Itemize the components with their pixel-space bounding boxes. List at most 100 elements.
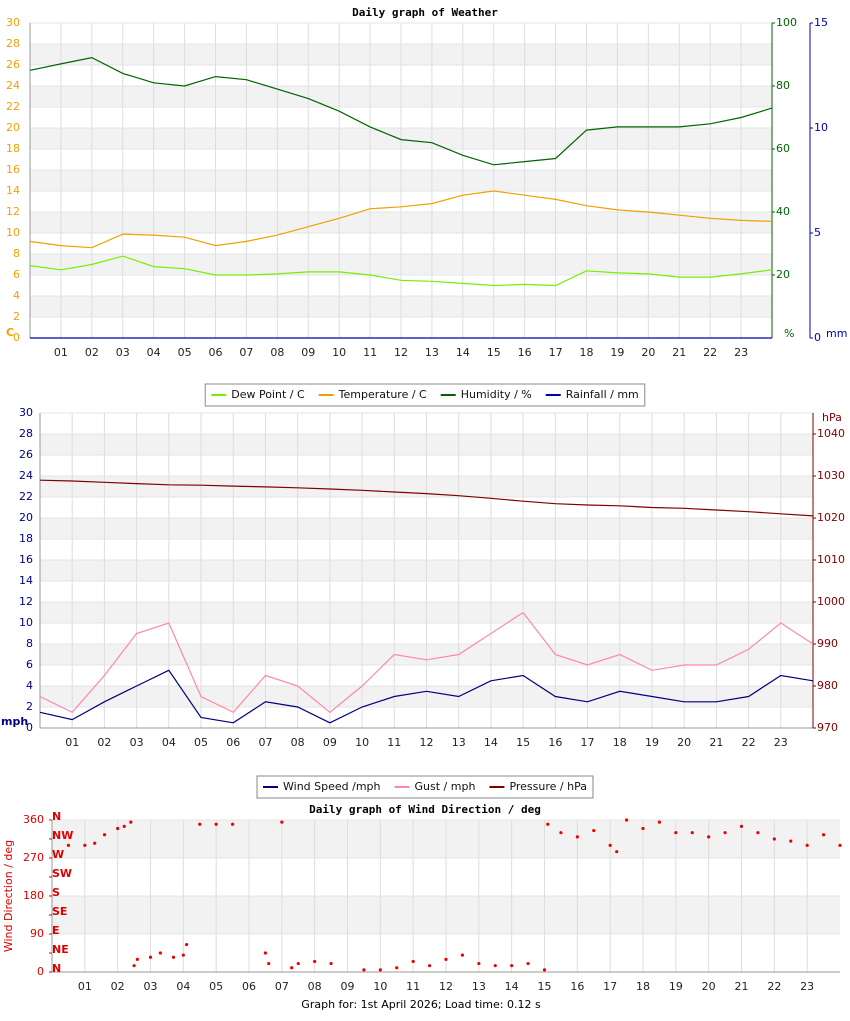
x-tick-label: 18 (580, 346, 594, 359)
legend-label: Temperature / C (338, 388, 427, 401)
x-tick-label: 22 (742, 736, 756, 749)
compass-label: N (52, 962, 61, 975)
point (756, 831, 760, 835)
y-tick-label: 0 (13, 331, 20, 344)
y-tick-label: 26 (6, 58, 20, 71)
point (181, 953, 185, 957)
point (772, 837, 776, 841)
x-tick-label: 21 (735, 980, 749, 993)
x-tick-label: 14 (456, 346, 470, 359)
legend-box (256, 775, 594, 799)
legend-label: Pressure / hPa (509, 780, 587, 793)
compass-label: SW (52, 867, 72, 880)
x-tick-label: 09 (341, 980, 355, 993)
point (690, 831, 694, 835)
point (723, 831, 727, 835)
point (526, 961, 530, 966)
y-tick-label: 270 (23, 851, 44, 864)
x-tick-label: 10 (373, 980, 387, 993)
point (267, 961, 271, 966)
x-tick-label: 13 (452, 736, 466, 749)
point (838, 843, 842, 847)
y-axis-label: mph (1, 715, 28, 728)
point (378, 968, 382, 972)
x-tick-label: 14 (505, 980, 519, 993)
y-tick-label: 0 (26, 721, 33, 734)
point (362, 968, 366, 972)
compass-label: S (52, 886, 60, 899)
y2-tick-label: 990 (817, 637, 838, 650)
series-line (29, 56, 773, 166)
point (290, 966, 294, 970)
y-tick-label: 26 (19, 448, 33, 461)
x-tick-label: 22 (703, 346, 717, 359)
legend-label: Rainfall / mm (566, 388, 639, 401)
point (198, 822, 202, 826)
x-tick-label: 13 (425, 346, 439, 359)
x-tick-label: 02 (85, 346, 99, 359)
point (427, 964, 432, 968)
x-tick-label: 15 (516, 736, 530, 749)
y2-tick-label: 970 (817, 721, 838, 734)
x-tick-label: 19 (610, 346, 624, 359)
y-tick-label: 18 (19, 532, 33, 545)
legend-label: Wind Speed /mph (283, 780, 381, 793)
y-tick-label: 0 (37, 965, 44, 978)
chart-title: Daily graph of Wind Direction / deg (309, 803, 541, 816)
point (158, 951, 162, 955)
point (116, 826, 120, 831)
point (641, 826, 645, 831)
x-tick-label: 15 (487, 346, 501, 359)
point (263, 951, 268, 955)
y2-tick-label: 1040 (817, 427, 845, 440)
y-tick-label: 22 (6, 100, 20, 113)
x-tick-label: 05 (194, 736, 208, 749)
x-tick-label: 09 (301, 346, 315, 359)
y2-tick-label: 1010 (817, 553, 845, 566)
point (542, 968, 547, 972)
y-tick-label: 180 (23, 889, 44, 902)
y-tick-label: 12 (6, 205, 20, 218)
y-tick-label: 28 (6, 37, 20, 50)
point (313, 959, 317, 964)
x-tick-label: 17 (603, 980, 617, 993)
y2-tick-label: 40 (776, 205, 790, 218)
point (83, 843, 87, 847)
x-tick-label: 16 (570, 980, 584, 993)
point (608, 843, 612, 847)
y-tick-label: 6 (26, 658, 33, 671)
x-tick-label: 07 (239, 346, 253, 359)
x-tick-label: 21 (672, 346, 686, 359)
point (296, 961, 300, 966)
series-line (39, 479, 814, 517)
x-tick-label: 06 (242, 980, 256, 993)
y2-axis-label: % (784, 327, 794, 340)
point (592, 828, 596, 833)
y2-tick-label: 100 (776, 16, 797, 29)
point (132, 964, 136, 968)
point (214, 822, 218, 826)
point (493, 964, 497, 968)
y3-tick-label: 0 (814, 331, 821, 344)
x-tick-label: 18 (636, 980, 650, 993)
y2-axis-label: hPa (822, 411, 842, 424)
x-tick-label: 03 (116, 346, 130, 359)
series-line (39, 669, 814, 724)
y3-tick-label: 5 (814, 226, 821, 239)
point (624, 818, 629, 822)
y-tick-label: 10 (6, 226, 20, 239)
y-tick-label: 8 (13, 247, 20, 260)
point (171, 955, 176, 959)
y-tick-label: 16 (6, 163, 20, 176)
y-tick-label: 6 (13, 268, 20, 281)
y-tick-label: 16 (19, 553, 33, 566)
y-tick-label: 14 (19, 574, 33, 587)
legend-label: Dew Point / C (231, 388, 305, 401)
y-tick-label: 12 (19, 595, 33, 608)
x-tick-label: 20 (641, 346, 655, 359)
x-tick-label: 12 (439, 980, 453, 993)
point (395, 966, 399, 970)
x-tick-label: 12 (394, 346, 408, 359)
